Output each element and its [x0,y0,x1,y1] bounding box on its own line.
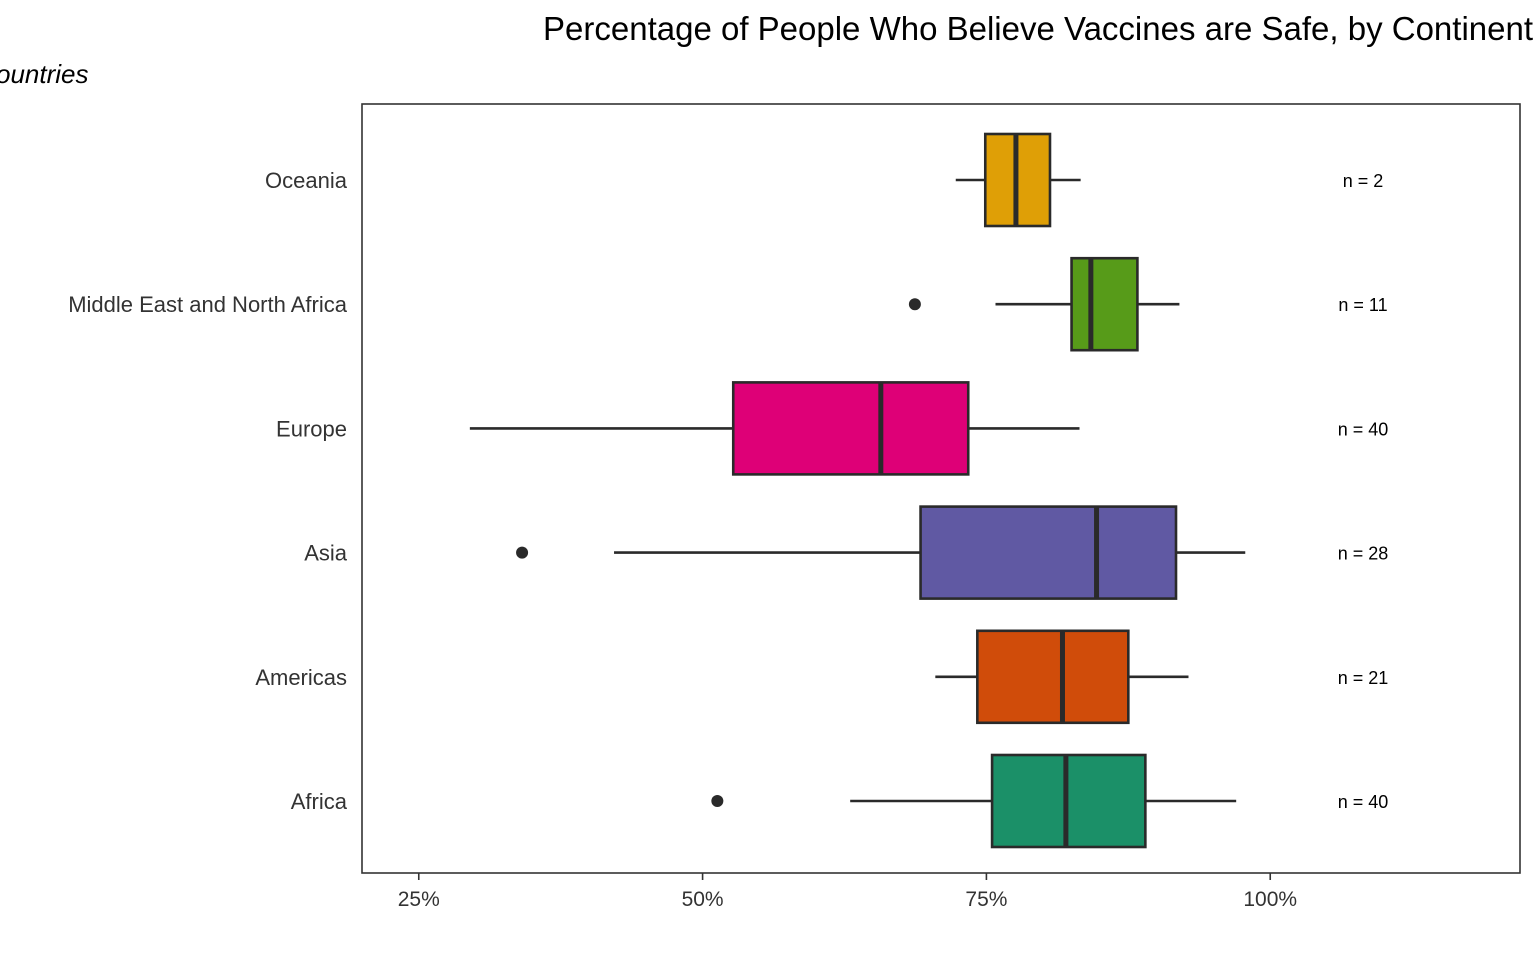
outlier-middle-east-and-north-africa-0 [908,298,921,311]
box-group-oceania: Oceania n = 2 [265,132,1384,228]
n-label-europe: n = 40 [1338,419,1389,439]
n-label-asia: n = 28 [1338,544,1389,564]
plot-panel [361,103,1521,874]
n-label-africa: n = 40 [1338,792,1389,812]
chart-subtitle: ountries [0,59,89,89]
category-label-europe: Europe [276,416,347,441]
category-label-americas: Americas [255,665,347,690]
x-tick-label-100: 100% [1243,888,1297,911]
box-americas [976,629,1130,725]
box-group-europe: Europe n = 40 [276,381,1389,476]
chart-title: Percentage of People Who Believe Vaccine… [543,10,1533,47]
box-europe [731,381,970,476]
category-label-oceania: Oceania [265,168,348,193]
box-group-middle-east-and-north-africa: Middle East and North Africa n = 11 [68,256,1388,352]
category-label-asia: Asia [304,541,348,566]
n-label-middle-east-and-north-africa: n = 11 [1338,295,1387,315]
outlier-africa-0 [711,795,724,807]
x-tick-label-25: 25% [398,888,440,911]
box-middle-east-and-north-africa [1070,256,1139,352]
n-label-oceania: n = 2 [1343,171,1384,191]
outlier-asia-0 [516,546,529,559]
x-axis: 25% 50% 75% 100% [398,873,1297,911]
n-label-americas: n = 21 [1338,668,1389,688]
x-tick-label-75: 75% [965,888,1007,911]
x-tick-label-50: 50% [682,888,724,911]
box-group-americas: Americas n = 21 [255,629,1389,725]
category-label-middle-east-and-north-africa: Middle East and North Africa [68,292,348,317]
box-asia [919,505,1178,600]
box-africa [990,753,1147,849]
box-group-asia: Asia n = 28 [304,505,1389,600]
box-group-africa: Africa n = 40 [291,753,1389,849]
category-label-africa: Africa [291,789,348,814]
chart-marks: Africa n = 40 Americas n = 21 Asia n = 28 Euro… [68,132,1389,849]
